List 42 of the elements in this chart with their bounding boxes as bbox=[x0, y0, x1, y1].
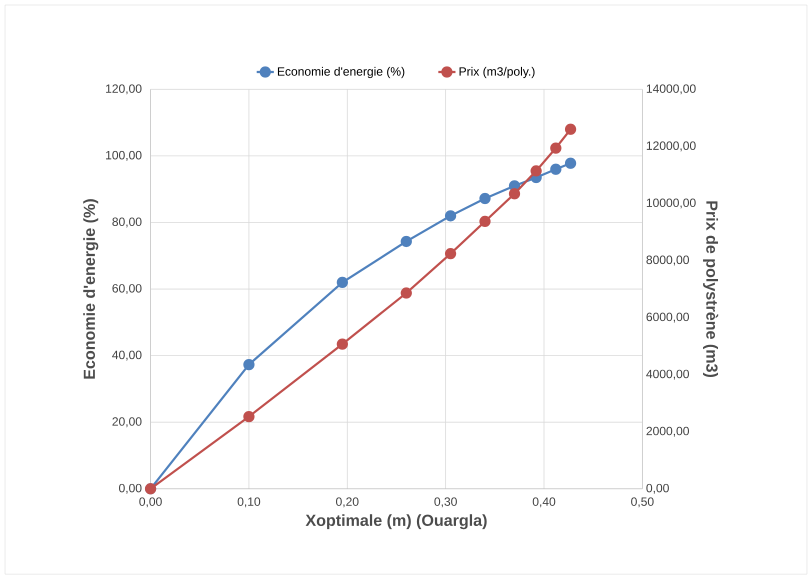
x-tick-label: 0,00 bbox=[139, 497, 162, 508]
x-tick-label: 0,50 bbox=[631, 497, 654, 508]
y-axis-title: Economie d'energie (%) bbox=[83, 199, 98, 379]
point bbox=[336, 338, 348, 350]
point bbox=[243, 410, 255, 422]
legend-label: Economie d'energie (%) bbox=[278, 66, 404, 78]
legend-label: Prix (m3/poly.) bbox=[460, 66, 535, 78]
point bbox=[400, 287, 412, 299]
y-tick-label: 0,00 bbox=[119, 484, 142, 494]
y2-axis-title: Prix de polystrène (m3) bbox=[703, 201, 718, 377]
point bbox=[530, 165, 542, 176]
y2-tick-label: 0,00 bbox=[646, 484, 669, 494]
y-tick-label: 80,00 bbox=[112, 217, 142, 228]
x-tick-label: 0,40 bbox=[532, 497, 556, 508]
point bbox=[550, 142, 562, 154]
point bbox=[550, 164, 562, 175]
point bbox=[564, 158, 576, 169]
y2-tick-label: 2000,00 bbox=[646, 426, 689, 437]
point bbox=[479, 216, 491, 227]
y2-tick-label: 10000,00 bbox=[646, 198, 696, 208]
y2-tick-label: 14000,00 bbox=[646, 84, 696, 94]
y2-tick-label: 8000,00 bbox=[646, 255, 689, 266]
point bbox=[243, 358, 255, 370]
point bbox=[444, 210, 456, 222]
x-tick-label: 0,10 bbox=[238, 497, 260, 508]
point bbox=[564, 124, 576, 135]
y2-tick-label: 4000,00 bbox=[646, 370, 689, 380]
point bbox=[400, 236, 412, 248]
y-tick-label: 120,00 bbox=[106, 84, 142, 94]
x-axis-title: Xoptimale (m) (Ouargla) bbox=[306, 514, 487, 530]
point bbox=[444, 248, 456, 260]
y-tick-label: 20,00 bbox=[112, 417, 142, 428]
y2-tick-label: 12000,00 bbox=[646, 141, 696, 152]
y-tick-label: 100,00 bbox=[106, 150, 142, 161]
point bbox=[479, 192, 491, 204]
y-tick-label: 60,00 bbox=[112, 284, 142, 294]
point bbox=[508, 188, 520, 200]
y2-tick-label: 6000,00 bbox=[646, 312, 689, 323]
point bbox=[336, 276, 348, 288]
y-tick-label: 40,00 bbox=[112, 350, 142, 361]
x-tick-label: 0,30 bbox=[434, 497, 457, 508]
x-tick-label: 0,20 bbox=[336, 497, 359, 508]
